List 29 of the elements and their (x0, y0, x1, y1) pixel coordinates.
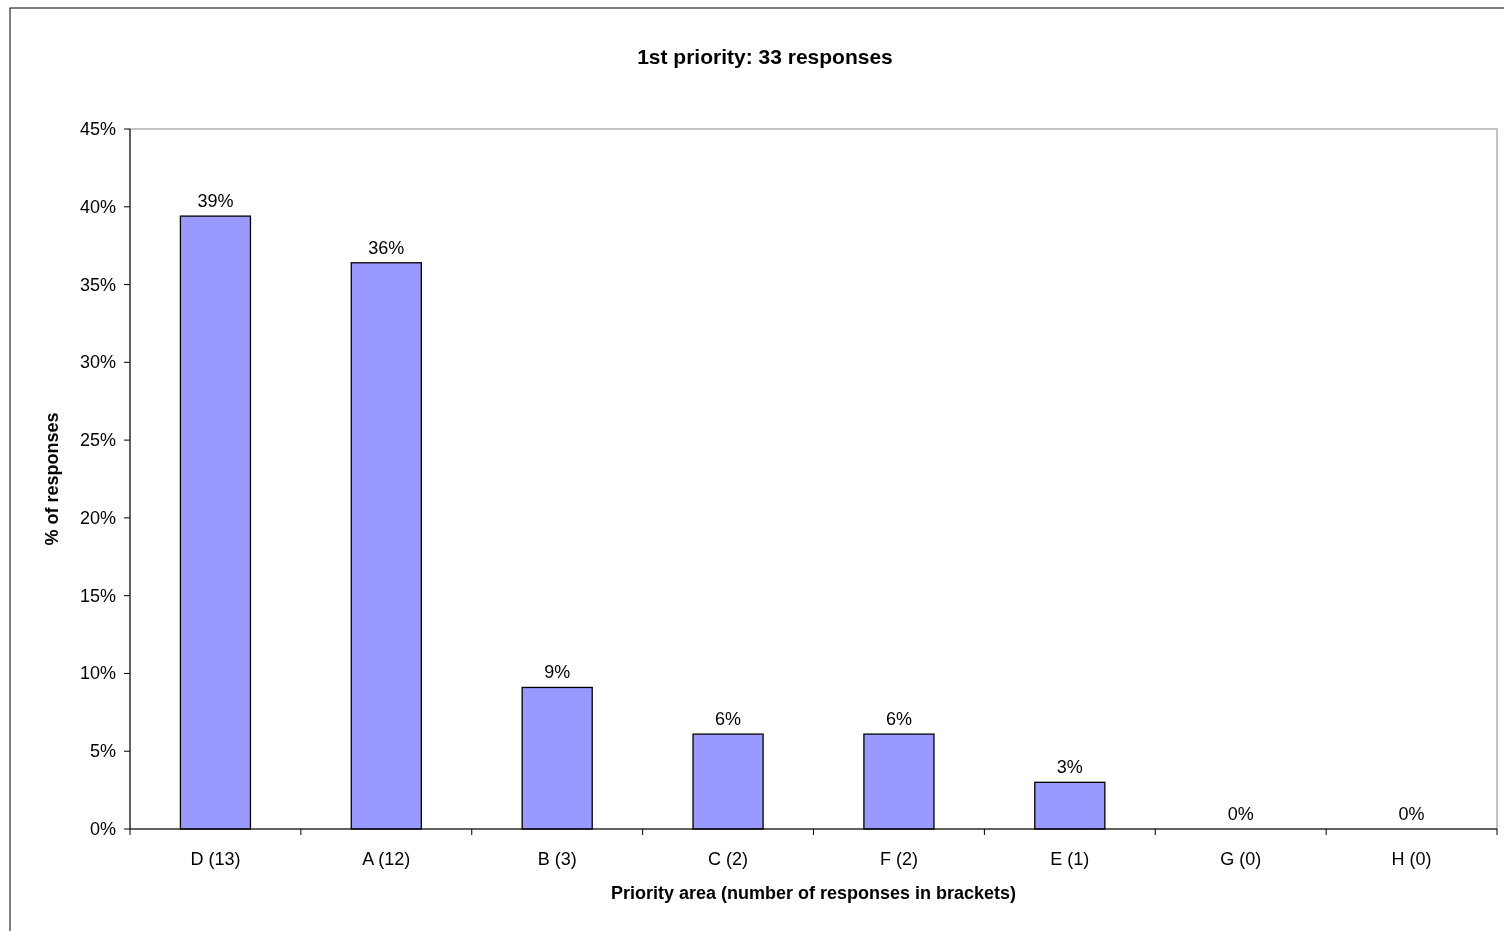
data-label: 39% (197, 191, 234, 212)
data-label: 0% (1227, 804, 1254, 824)
y-tick-label: 5% (89, 741, 116, 762)
y-tick-label: 15% (79, 585, 116, 606)
x-tick-label: C (2) (708, 849, 749, 869)
data-label: 9% (544, 662, 571, 683)
y-tick-label: 35% (79, 274, 116, 295)
x-tick-label: H (0) (1391, 849, 1432, 869)
data-label: 0% (1398, 804, 1425, 824)
data-label: 36% (368, 237, 405, 258)
y-tick-label: 45% (79, 119, 116, 139)
x-tick-label: D (13) (190, 849, 241, 869)
y-tick-label: 30% (79, 352, 116, 373)
x-tick-label: B (3) (537, 849, 577, 869)
x-axis-title: Priority area (number of responses in brackets) (610, 883, 1017, 903)
y-tick-label: 10% (79, 663, 116, 684)
y-tick-label: 25% (79, 430, 116, 451)
data-label: 3% (1056, 757, 1083, 778)
chart-title: 1st priority: 33 responses (637, 45, 893, 68)
x-tick-label: A (12) (362, 849, 411, 869)
x-tick-label: E (1) (1050, 849, 1090, 869)
y-tick-label: 20% (79, 507, 116, 528)
data-label: 6% (885, 709, 912, 730)
x-tick-label: F (2) (879, 849, 918, 869)
y-axis-title: % of responses (42, 412, 62, 546)
y-tick-label: 40% (79, 196, 116, 217)
data-label: 6% (715, 709, 742, 730)
x-tick-label: G (0) (1220, 849, 1262, 869)
y-tick-label: 0% (89, 819, 116, 839)
